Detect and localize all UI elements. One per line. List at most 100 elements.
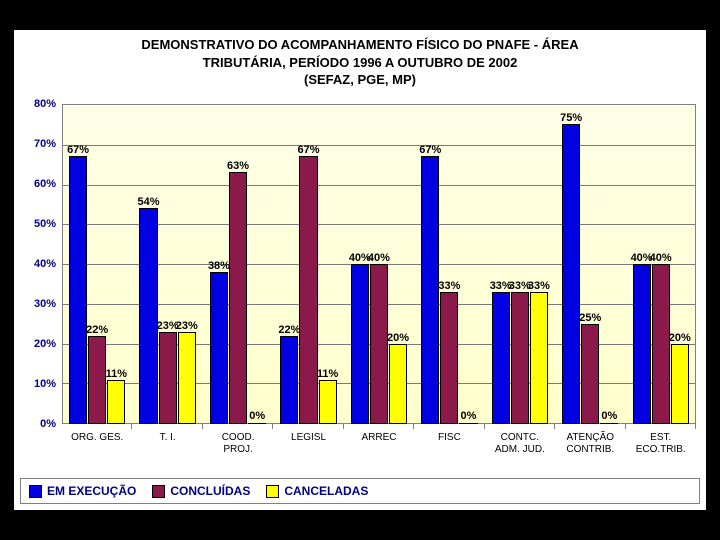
y-tick-label: 60% [34, 178, 62, 190]
y-tick-label: 50% [34, 218, 62, 230]
bar-value-label: 11% [317, 368, 338, 381]
bars: 67%33%0% [421, 104, 477, 424]
bar: 25% [581, 324, 599, 424]
bar: 54% [139, 208, 157, 424]
bar-value-label: 11% [106, 368, 127, 381]
bar: 0% [248, 423, 266, 424]
x-tick-label: ARREC [344, 428, 414, 455]
bar-group: 33%33%33% [485, 104, 555, 424]
bar: 0% [600, 423, 618, 424]
y-tick-label: 70% [34, 138, 62, 150]
y-tick-label: 80% [34, 98, 62, 110]
bar: 67% [421, 156, 439, 424]
bars: 40%40%20% [351, 104, 407, 424]
bar: 75% [562, 124, 580, 424]
bars: 54%23%23% [139, 104, 195, 424]
legend-item: CONCLUÍDAS [152, 484, 250, 498]
bar: 20% [671, 344, 689, 424]
bar-value-label: 33% [438, 280, 460, 293]
bars: 75%25%0% [562, 104, 618, 424]
bar-value-label: 22% [278, 324, 300, 337]
bar: 22% [88, 336, 106, 424]
x-tick-label: ATENÇÃO CONTRIB. [555, 428, 625, 455]
bar-group: 54%23%23% [132, 104, 202, 424]
bar-value-label: 75% [560, 112, 582, 125]
bar: 33% [492, 292, 510, 424]
bar: 23% [159, 332, 177, 424]
bar: 67% [69, 156, 87, 424]
bar: 40% [633, 264, 651, 424]
bar: 0% [459, 423, 477, 424]
bar: 63% [229, 172, 247, 424]
bar: 11% [107, 380, 125, 424]
bar: 38% [210, 272, 228, 424]
bar: 11% [319, 380, 337, 424]
bar-value-label: 40% [368, 252, 390, 265]
bar: 40% [370, 264, 388, 424]
bar-value-label: 63% [227, 160, 249, 173]
title-line-2: TRIBUTÁRIA, PERÍODO 1996 A OUTUBRO DE 20… [203, 55, 518, 70]
legend-label: CONCLUÍDAS [170, 484, 250, 498]
x-axis-labels: ORG. GES.T. I.COOD. PROJ.LEGISLARRECFISC… [62, 428, 696, 455]
bar-value-label: 33% [528, 280, 550, 293]
bar: 23% [178, 332, 196, 424]
bar-value-label: 67% [419, 144, 441, 157]
bar-value-label: 20% [669, 332, 691, 345]
legend-item: EM EXECUÇÃO [29, 484, 136, 498]
bar: 67% [299, 156, 317, 424]
legend: EM EXECUÇÃO CONCLUÍDAS CANCELADAS [20, 478, 700, 504]
x-tick-label: FISC [414, 428, 484, 455]
bar-group: 22%67%11% [273, 104, 343, 424]
y-tick-label: 10% [34, 378, 62, 390]
legend-label: CANCELADAS [284, 484, 368, 498]
bars: 22%67%11% [280, 104, 336, 424]
bars: 40%40%20% [633, 104, 689, 424]
bar: 20% [389, 344, 407, 424]
title-line-1: DEMONSTRATIVO DO ACOMPANHAMENTO FÍSICO D… [141, 37, 578, 52]
chart-panel: DEMONSTRATIVO DO ACOMPANHAMENTO FÍSICO D… [14, 30, 706, 510]
bar: 22% [280, 336, 298, 424]
bar-value-label: 23% [176, 320, 198, 333]
bar-value-label: 67% [67, 144, 89, 157]
bar-value-label: 38% [208, 260, 230, 273]
bar-value-label: 0% [461, 410, 477, 423]
legend-swatch [29, 485, 42, 498]
legend-label: EM EXECUÇÃO [47, 484, 136, 498]
bar-groups: 67%22%11%54%23%23%38%63%0%22%67%11%40%40… [62, 104, 696, 424]
bar-group: 40%40%20% [344, 104, 414, 424]
bar-value-label: 54% [138, 196, 160, 209]
bar-value-label: 0% [601, 410, 617, 423]
x-tick-label: CONTC. ADM. JUD. [485, 428, 555, 455]
bar-group: 67%22%11% [62, 104, 132, 424]
bars: 67%22%11% [69, 104, 125, 424]
y-tick-label: 30% [34, 298, 62, 310]
bar-value-label: 22% [86, 324, 108, 337]
bar-group: 40%40%20% [626, 104, 696, 424]
bar-value-label: 0% [249, 410, 265, 423]
bar-value-label: 20% [387, 332, 409, 345]
bar-group: 38%63%0% [203, 104, 273, 424]
y-tick-label: 0% [40, 418, 62, 430]
x-tick-label: T. I. [132, 428, 202, 455]
x-tick-label: COOD. PROJ. [203, 428, 273, 455]
bar-value-label: 67% [297, 144, 319, 157]
bar: 40% [351, 264, 369, 424]
bar-value-label: 25% [579, 312, 601, 325]
legend-swatch [152, 485, 165, 498]
plot-container: 67%22%11%54%23%23%38%63%0%22%67%11%40%40… [62, 104, 696, 424]
title-line-3: (SEFAZ, PGE, MP) [304, 72, 416, 87]
legend-item: CANCELADAS [266, 484, 368, 498]
bar: 40% [652, 264, 670, 424]
bar: 33% [511, 292, 529, 424]
bar: 33% [440, 292, 458, 424]
bars: 33%33%33% [492, 104, 548, 424]
bar: 33% [530, 292, 548, 424]
bars: 38%63%0% [210, 104, 266, 424]
bar-group: 67%33%0% [414, 104, 484, 424]
legend-swatch [266, 485, 279, 498]
x-tick-label: EST. ECO.TRIB. [626, 428, 696, 455]
y-tick-label: 20% [34, 338, 62, 350]
x-tick-label: ORG. GES. [62, 428, 132, 455]
x-tick-label: LEGISL [273, 428, 343, 455]
y-tick-label: 40% [34, 258, 62, 270]
